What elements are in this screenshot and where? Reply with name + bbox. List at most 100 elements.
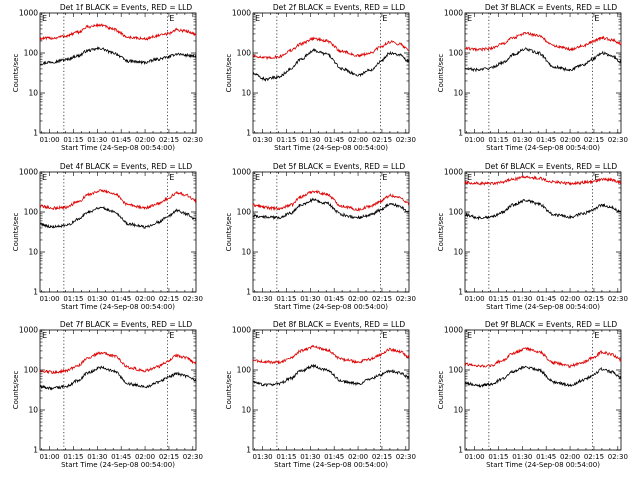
- data-point: [477, 69, 478, 70]
- data-point: [582, 380, 583, 381]
- x-axis-label: Start Time (24-Sep-08 00:54:00): [61, 144, 175, 152]
- data-point: [291, 204, 292, 205]
- data-point: [52, 208, 53, 209]
- data-point: [300, 370, 301, 371]
- chart-title: Det 4f BLACK = Events, RED = LLD: [60, 162, 193, 171]
- plot-frame: [252, 171, 410, 293]
- x-tick-label: 02:30: [183, 136, 203, 144]
- data-point: [313, 346, 314, 347]
- data-point: [357, 217, 358, 218]
- x-tick-label: 01:45: [536, 136, 556, 144]
- plot-frame: [39, 12, 197, 134]
- data-point: [113, 193, 114, 194]
- data-point: [399, 206, 400, 207]
- data-point: [113, 355, 114, 356]
- corner-label: E: [467, 14, 472, 23]
- data-point: [582, 45, 583, 46]
- x-tick-label: 02:00: [560, 136, 580, 144]
- data-point: [52, 372, 53, 373]
- y-tick-label: 1: [33, 288, 38, 297]
- x-tick-label: 01:45: [111, 295, 131, 303]
- data-point: [582, 213, 583, 214]
- data-point: [592, 41, 593, 42]
- chart-title: Det 5f BLACK = Events, RED = LLD: [273, 162, 406, 171]
- data-point: [157, 366, 158, 367]
- events-series-line: [464, 198, 622, 221]
- x-tick-label: 02:15: [584, 136, 604, 144]
- y-tick-label: 1: [246, 446, 251, 455]
- data-point: [195, 363, 196, 364]
- data-point: [342, 359, 343, 360]
- data-point: [129, 367, 130, 368]
- data-point: [195, 33, 196, 34]
- data-point: [176, 355, 177, 356]
- lld-series-line: [464, 175, 622, 186]
- data-point: [129, 61, 130, 62]
- y-axis-label: Counts/sec: [12, 371, 20, 410]
- y-tick-label: 1000: [232, 326, 251, 335]
- y-tick-label: 1000: [444, 168, 463, 177]
- data-point: [167, 377, 168, 378]
- data-point: [601, 37, 602, 38]
- data-point: [87, 194, 88, 195]
- y-tick-label: 100: [237, 49, 252, 58]
- lld-series-line: [464, 346, 622, 369]
- data-point: [65, 207, 66, 208]
- plot-frame: [464, 12, 622, 134]
- data-point: [512, 37, 513, 38]
- lld-series-line: [39, 189, 197, 211]
- data-point: [326, 40, 327, 41]
- data-point: [464, 214, 465, 215]
- data-point: [157, 222, 158, 223]
- data-point: [611, 207, 612, 208]
- x-tick-label: 01:45: [111, 453, 131, 461]
- corner-label: E: [255, 173, 260, 182]
- events-series-line: [252, 363, 410, 388]
- data-point: [525, 200, 526, 201]
- data-point: [554, 66, 555, 67]
- data-point: [78, 365, 79, 366]
- data-point: [87, 211, 88, 212]
- data-point: [342, 381, 343, 382]
- x-tick-label: 02:15: [584, 453, 604, 461]
- y-tick-label: 10: [241, 248, 251, 257]
- chart-panel-6: Det 6f BLACK = Events, RED = LLD 1 10 100 10…: [437, 162, 628, 311]
- y-tick-label: 10: [453, 406, 463, 415]
- y-tick-label: 10: [453, 248, 463, 257]
- x-tick-label: 01:00: [39, 136, 59, 144]
- data-point: [265, 207, 266, 208]
- data-point: [464, 182, 465, 183]
- data-point: [399, 372, 400, 373]
- corner-label: E: [42, 173, 47, 182]
- data-point: [326, 349, 327, 350]
- x-tick-label: 02:15: [372, 295, 392, 303]
- y-axis-label: Counts/sec: [225, 54, 233, 93]
- data-point: [144, 370, 145, 371]
- chart-panel-8: Det 8f BLACK = Events, RED = LLD 1 10 100 10…: [225, 320, 416, 469]
- data-point: [65, 59, 66, 60]
- data-point: [113, 370, 114, 371]
- x-tick-label: 02:00: [560, 453, 580, 461]
- data-point: [157, 35, 158, 36]
- data-point: [611, 371, 612, 372]
- data-point: [601, 52, 602, 53]
- marker-label: E: [169, 14, 174, 23]
- data-point: [464, 48, 465, 49]
- events-series-line: [464, 47, 622, 73]
- x-tick-label: 02:15: [372, 453, 392, 461]
- data-point: [278, 217, 279, 218]
- x-tick-label: 02:15: [159, 295, 179, 303]
- data-point: [408, 61, 409, 62]
- x-tick-label: 01:15: [63, 453, 83, 461]
- events-series-line: [39, 365, 197, 391]
- data-point: [554, 362, 555, 363]
- data-point: [186, 357, 187, 358]
- chart-panel-7: Det 7f BLACK = Events, RED = LLD 1 10 100 10…: [12, 320, 203, 469]
- data-point: [186, 195, 187, 196]
- marker-label: E: [382, 173, 387, 182]
- data-point: [592, 375, 593, 376]
- x-tick-label: 01:15: [63, 295, 83, 303]
- data-point: [195, 56, 196, 57]
- data-point: [39, 370, 40, 371]
- y-tick-label: 10: [453, 89, 463, 98]
